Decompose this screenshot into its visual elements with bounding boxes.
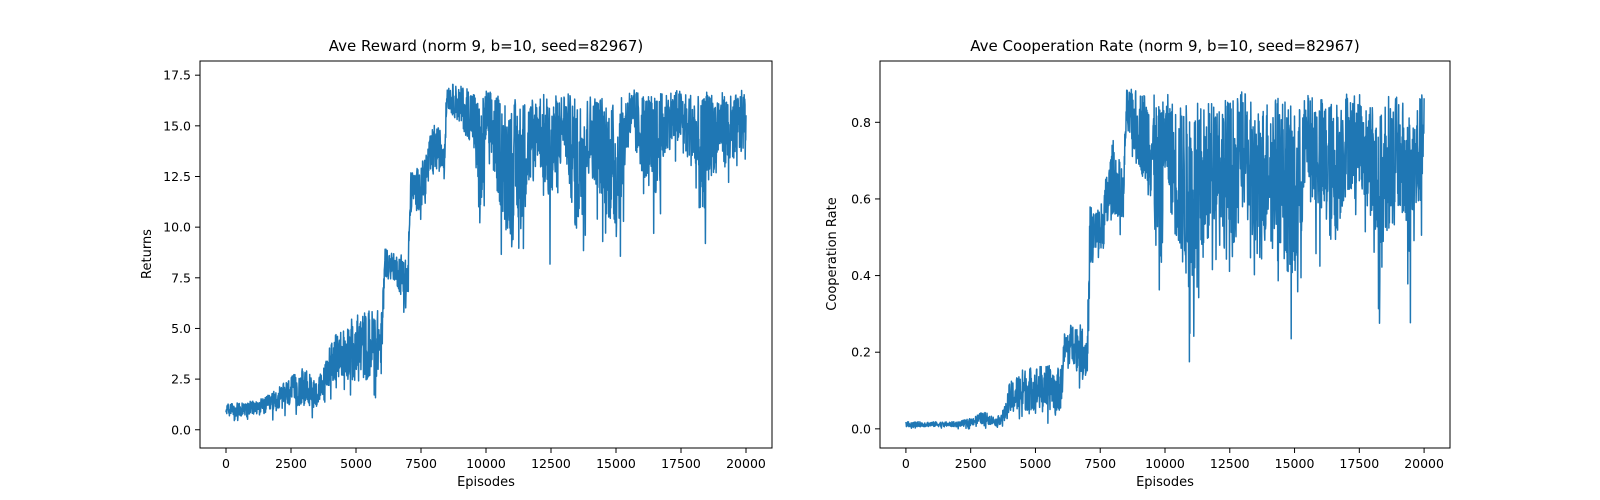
cooperation-y-tick-label: 0.2 [851,345,871,360]
cooperation-x-axis-label: Episodes [1136,475,1194,490]
cooperation-x-tick-label: 2500 [955,456,987,471]
cooperation-y-tick-label: 0.0 [851,421,871,436]
reward-y-tick-label: 0.0 [171,422,191,437]
reward-y-tick-label: 17.5 [163,68,191,83]
reward-x-tick-label: 10000 [466,456,506,471]
reward-plot-area: 0 2500 5000 7500 10000 12500 15000 17500 20000 0.… [163,60,773,471]
cooperation-x-tick-label: 7500 [1084,456,1116,471]
reward-series-line [225,83,747,422]
cooperation-x-tick-label: 20000 [1404,456,1444,471]
reward-y-tick-label: 10.0 [163,220,191,235]
reward-x-tick-label: 2500 [275,456,307,471]
reward-x-tick-label: 20000 [726,456,766,471]
reward-chart: Ave Reward (norm 9, b=10, seed=82967) Ep… [140,37,773,490]
reward-x-tick-label: 0 [222,456,230,471]
cooperation-x-tick-label: 5000 [1020,456,1052,471]
cooperation-y-tick-label: 0.6 [851,191,871,206]
reward-y-tick-label: 2.5 [171,372,191,387]
cooperation-x-tick-label: 0 [902,456,910,471]
cooperation-x-tick-label: 12500 [1210,456,1250,471]
cooperation-axes-frame [879,60,1451,449]
reward-y-tick-label: 12.5 [163,169,191,184]
reward-x-tick-label: 7500 [405,456,437,471]
reward-chart-title: Ave Reward (norm 9, b=10, seed=82967) [329,37,643,55]
reward-x-tick-label: 5000 [340,456,372,471]
cooperation-chart: Ave Cooperation Rate (norm 9, b=10, seed… [825,37,1451,490]
reward-y-axis-label: Returns [140,229,155,279]
cooperation-y-tick-label: 0.8 [851,115,871,130]
reward-x-tick-label: 15000 [596,456,636,471]
cooperation-y-axis-label: Cooperation Rate [825,197,840,310]
reward-y-tick-label: 15.0 [163,118,191,133]
reward-x-tick-label: 12500 [531,456,571,471]
cooperation-x-tick-label: 17500 [1339,456,1379,471]
reward-y-tick-label: 7.5 [171,270,191,285]
reward-y-tick-label: 5.0 [171,321,191,336]
cooperation-x-tick-label: 15000 [1275,456,1315,471]
cooperation-series-line [905,88,1425,430]
reward-x-tick-label: 17500 [661,456,701,471]
reward-x-axis-label: Episodes [457,475,515,490]
cooperation-chart-title: Ave Cooperation Rate (norm 9, b=10, seed… [970,37,1359,55]
cooperation-plot-area: 0 2500 5000 7500 10000 12500 15000 17500 20000 0.… [851,60,1451,471]
cooperation-y-tick-label: 0.4 [851,268,871,283]
cooperation-x-tick-label: 10000 [1145,456,1185,471]
